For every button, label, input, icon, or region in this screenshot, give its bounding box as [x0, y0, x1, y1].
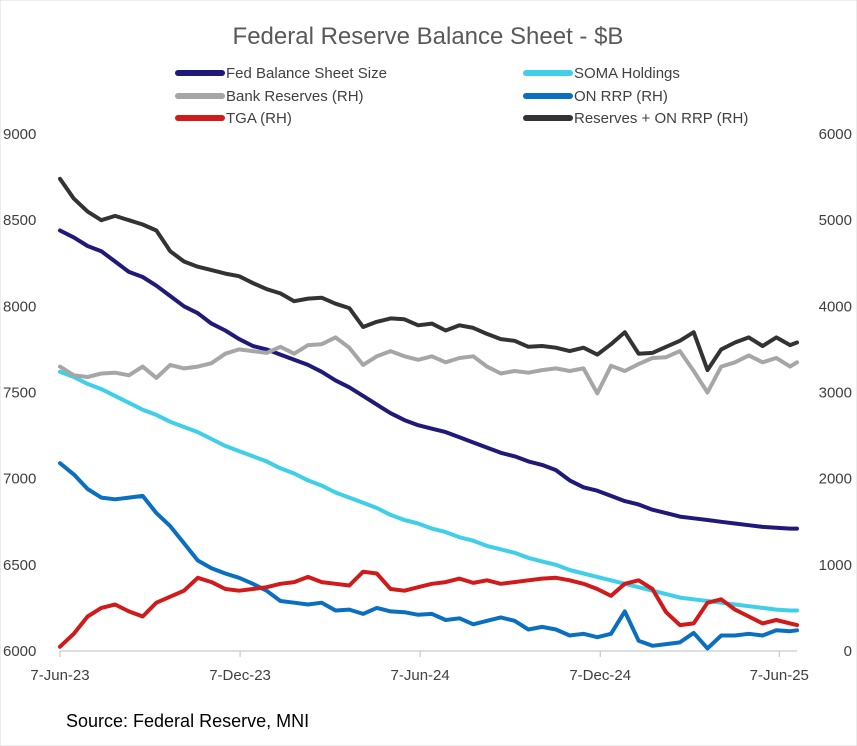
y-right-tick-label: 5000 [819, 212, 852, 229]
legend-label-bank-reserves: Bank Reserves (RH) [226, 88, 364, 105]
series-line-bank-reserves-rh [58, 335, 799, 396]
y-left-tick-label: 7000 [3, 471, 36, 488]
source-note: Source: Federal Reserve, MNI [66, 711, 309, 731]
series-line-tga-rh [58, 569, 799, 649]
x-tick-label: 7-Dec-23 [209, 667, 271, 684]
series-line-on-rrp-rh [58, 461, 799, 651]
chart-title: Federal Reserve Balance Sheet - $B [233, 23, 624, 50]
y-right-tick-label: 2000 [819, 471, 852, 488]
legend-item-fed-balance-sheet-size: Fed Balance Sheet Size [175, 65, 387, 82]
y-right-tick-label: 0 [844, 643, 852, 660]
y-left-tick-label: 6500 [3, 557, 36, 574]
y-right-tick-label: 6000 [819, 126, 852, 143]
y-right-tick-label: 3000 [819, 385, 852, 402]
legend-label-fed-balance-sheet-size: Fed Balance Sheet Size [226, 65, 387, 82]
series-line-soma-holdings [58, 369, 799, 613]
y-left-tick-label: 9000 [3, 126, 36, 143]
legend-item-bank-reserves: Bank Reserves (RH) [175, 88, 364, 105]
legend-label-on-rrp: ON RRP (RH) [574, 88, 668, 105]
series-layer [58, 176, 799, 651]
legend-label-tga: TGA (RH) [226, 110, 292, 127]
y-left-tick-label: 6000 [3, 643, 36, 660]
x-tick-label: 7-Jun-25 [750, 667, 809, 684]
legend: Fed Balance Sheet Size SOMA Holdings Ban… [175, 65, 748, 127]
y-left-tick-label: 8500 [3, 212, 36, 229]
legend-item-soma-holdings: SOMA Holdings [523, 65, 680, 82]
y-left-tick-label: 8000 [3, 298, 36, 315]
legend-item-on-rrp: ON RRP (RH) [523, 88, 668, 105]
y-right-tick-label: 4000 [819, 298, 852, 315]
series-line-fed-balance-sheet-size [58, 228, 799, 531]
x-tick-label: 7-Jun-23 [30, 667, 89, 684]
y-right-tick-label: 1000 [819, 557, 852, 574]
x-tick-label: 7-Jun-24 [391, 667, 450, 684]
legend-item-reserves-plus-on-rrp: Reserves + ON RRP (RH) [523, 110, 748, 127]
legend-label-reserves-plus-on-rrp: Reserves + ON RRP (RH) [574, 110, 748, 127]
x-tick-label: 7-Dec-24 [569, 667, 631, 684]
series-line-reserves-on-rrp-rh [58, 176, 799, 373]
axes: 6000 6500 7000 7500 8000 8500 9000 0 1000 2000 300… [3, 126, 852, 684]
y-left-tick-label: 7500 [3, 385, 36, 402]
legend-label-soma-holdings: SOMA Holdings [574, 65, 680, 82]
legend-item-tga: TGA (RH) [175, 110, 292, 127]
